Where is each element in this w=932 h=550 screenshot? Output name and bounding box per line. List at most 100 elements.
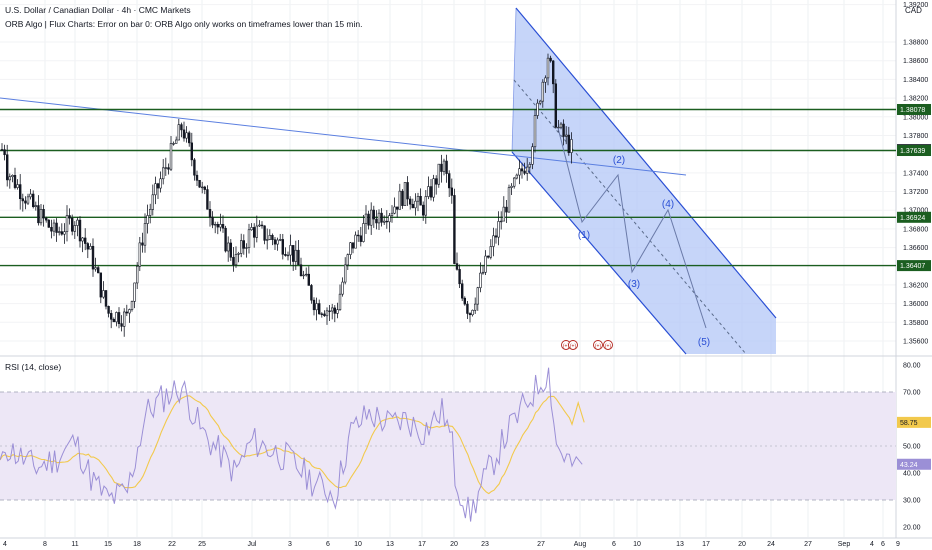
- candle-body: [486, 255, 490, 258]
- candle-body: [507, 187, 511, 213]
- candle-body: [273, 239, 277, 245]
- candle-body: [398, 190, 401, 210]
- candle-body: [117, 312, 121, 324]
- price-tick-label: 1.38200: [903, 96, 928, 103]
- event-marker-label: (+): [563, 344, 570, 350]
- candle-body: [549, 57, 552, 62]
- price-tick-label: 1.36600: [903, 245, 928, 252]
- candle-body: [546, 57, 550, 79]
- candle-body: [203, 186, 206, 190]
- candle-body: [310, 285, 313, 301]
- candle-body: [175, 139, 178, 144]
- candle-body: [31, 193, 35, 208]
- price-badge: [897, 260, 931, 272]
- price-badge-label: 1.38078: [900, 107, 925, 114]
- candle-body: [110, 313, 113, 320]
- candle-body: [328, 310, 331, 312]
- candle-body: [245, 247, 248, 249]
- candle-body: [492, 235, 495, 247]
- candle-body: [375, 218, 378, 224]
- candle-body: [206, 189, 209, 210]
- candle-body: [570, 139, 573, 153]
- candle-body: [533, 115, 537, 148]
- candle-body: [286, 254, 290, 257]
- time-tick-label: 4: [3, 541, 7, 548]
- candle-body: [453, 195, 456, 264]
- wave-label: (4): [662, 199, 674, 210]
- candle-body: [24, 200, 27, 204]
- candle-body: [123, 311, 126, 327]
- candle-body: [151, 194, 154, 210]
- price-tick-label: 1.38800: [903, 40, 928, 47]
- candle-body: [388, 215, 391, 223]
- candle-body: [320, 313, 323, 315]
- candle-body: [385, 220, 388, 223]
- channel-fill: [512, 8, 776, 354]
- time-tick-label: 8: [43, 541, 47, 548]
- candle-body: [281, 239, 284, 255]
- rsi-tick-label: 50.00: [903, 444, 921, 451]
- candle-body: [476, 287, 479, 305]
- candle-body: [193, 159, 196, 176]
- candle-body: [554, 83, 558, 128]
- candle-body: [104, 290, 108, 307]
- candle-body: [481, 271, 485, 274]
- rsi-badge-label: 43.24: [900, 462, 918, 469]
- candle-body: [162, 167, 165, 180]
- candle-body: [86, 243, 90, 250]
- candle-body: [411, 203, 414, 209]
- price-tick-label: 1.37800: [903, 133, 928, 140]
- candle-body: [424, 196, 427, 216]
- candle-body: [403, 182, 407, 206]
- candle-body: [55, 222, 58, 233]
- candle-body: [502, 206, 505, 222]
- candle-body: [432, 178, 435, 198]
- candle-body: [258, 224, 261, 227]
- candle-body: [125, 311, 129, 314]
- candle-body: [159, 178, 162, 189]
- candle-body: [473, 303, 477, 311]
- time-tick-label: 15: [104, 541, 112, 548]
- candle-body: [143, 223, 147, 246]
- candle-body: [429, 186, 433, 198]
- candle-body: [520, 168, 524, 172]
- candle-body: [299, 264, 303, 277]
- wave-label: (3): [628, 279, 640, 290]
- candle-body: [224, 227, 227, 252]
- candle-body: [463, 297, 466, 305]
- candle-body: [372, 209, 375, 220]
- time-tick-label: 24: [767, 541, 775, 548]
- price-tick-label: 1.36800: [903, 226, 928, 233]
- candle-body: [47, 219, 51, 228]
- candle-body: [0, 149, 4, 151]
- price-tick-label: 1.38400: [903, 77, 928, 84]
- time-tick-label: Jul: [248, 541, 257, 548]
- candle-body: [57, 231, 61, 233]
- candle-body: [489, 246, 492, 258]
- candle-body: [471, 309, 474, 316]
- price-tick-label: 1.37000: [903, 208, 928, 215]
- rsi-tick-label: 70.00: [903, 390, 921, 397]
- candle-body: [112, 318, 116, 323]
- candle-body: [63, 231, 66, 235]
- time-tick-label: 20: [738, 541, 746, 548]
- candle-body: [382, 220, 386, 223]
- rsi-badge-label: 58.75: [900, 420, 918, 427]
- candle-body: [427, 186, 430, 197]
- candle-body: [364, 213, 368, 224]
- time-tick-label: 27: [804, 541, 812, 548]
- time-tick-label: 6: [326, 541, 330, 548]
- candle-body: [198, 179, 201, 188]
- candle-body: [13, 174, 17, 188]
- candle-body: [466, 303, 469, 314]
- candle-body: [562, 123, 565, 137]
- price-badge: [897, 211, 931, 223]
- price-tick-label: 1.38600: [903, 58, 928, 65]
- candle-body: [18, 184, 22, 200]
- candle-body: [523, 170, 526, 174]
- candle-body: [227, 242, 230, 252]
- candle-body: [5, 154, 9, 181]
- candle-body: [234, 254, 238, 266]
- candle-body: [94, 267, 97, 270]
